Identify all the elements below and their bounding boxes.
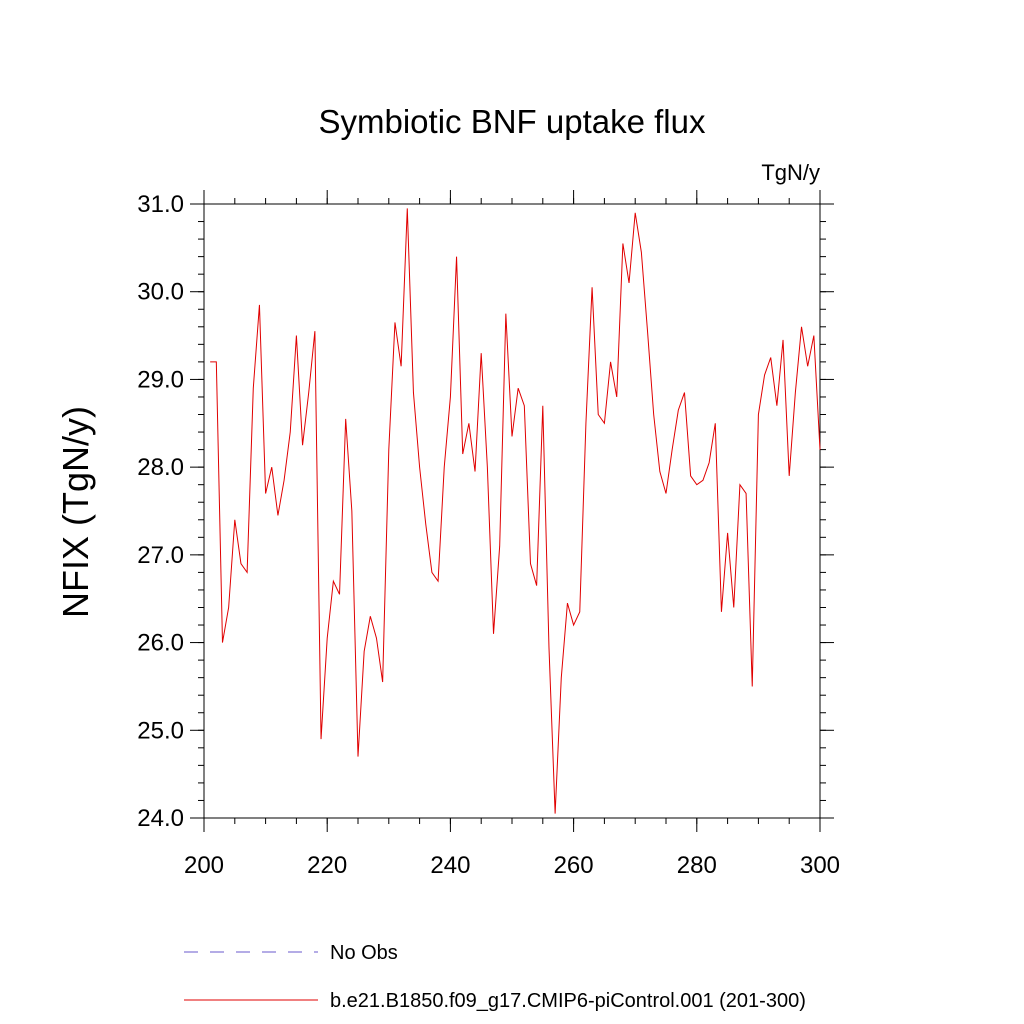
y-tick-label: 27.0 [137,542,184,569]
legend-label-no-obs: No Obs [330,942,398,964]
legend-label-series: b.e21.B1850.f09_g17.CMIP6-piControl.001 … [330,990,806,1012]
plot-frame [203,203,821,819]
x-tick-label: 240 [430,852,470,879]
y-tick-label: 29.0 [137,366,184,393]
series-line [210,208,821,814]
x-tick-label: 300 [800,852,840,879]
y-tick-label: 24.0 [137,805,184,832]
y-tick-label: 28.0 [137,454,184,481]
x-tick-label: 200 [184,852,224,879]
x-tick-label: 280 [677,852,717,879]
units-label: TgN/y [761,160,820,185]
x-tick-label: 220 [307,852,347,879]
y-axis-label: NFIX (TgN/y) [55,406,96,618]
y-tick-label: 30.0 [137,279,184,306]
y-tick-label: 31.0 [137,191,184,218]
chart-title: Symbiotic BNF uptake flux [319,103,706,140]
x-tick-label: 260 [554,852,594,879]
y-tick-label: 26.0 [137,630,184,657]
y-tick-label: 25.0 [137,717,184,744]
